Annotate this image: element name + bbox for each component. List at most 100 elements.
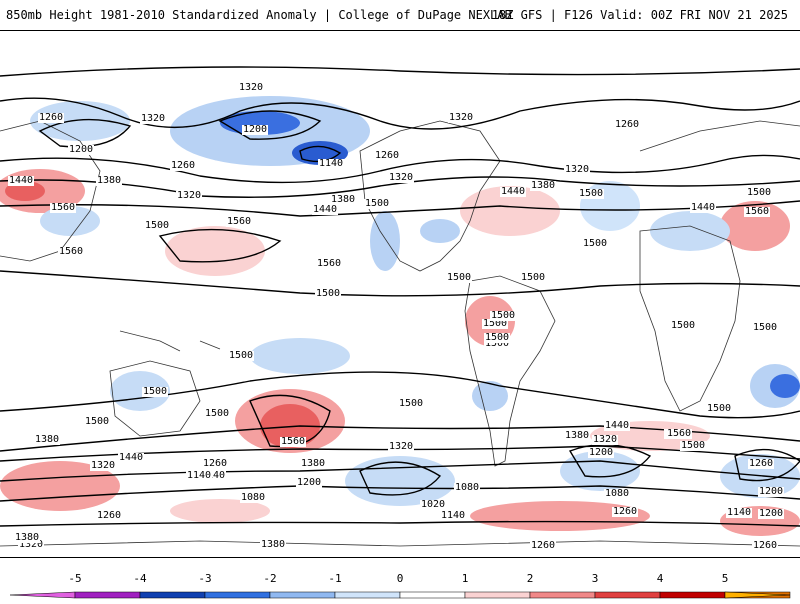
contour-label: 1320 bbox=[140, 113, 167, 124]
contour-label: 1140 bbox=[440, 510, 467, 521]
contour-label: 1440 bbox=[118, 452, 145, 463]
contour-label: 1500 bbox=[582, 238, 609, 249]
contour-label: 1560 bbox=[744, 206, 771, 217]
contour-label: 1500 bbox=[706, 403, 733, 414]
neg-anomaly-e-us bbox=[420, 219, 460, 243]
contour-label: 1500 bbox=[746, 187, 773, 198]
contour-label: 1500 bbox=[204, 408, 231, 419]
contour-label: 1500 bbox=[484, 338, 511, 349]
colorbar-cell bbox=[529, 591, 596, 599]
north-america-outline bbox=[359, 120, 501, 272]
contour-label: 1020 bbox=[420, 499, 447, 510]
contour-label: 1200 bbox=[758, 486, 785, 497]
contour-label: 1500 bbox=[315, 288, 342, 299]
anomaly-colorbar: -5 -4 -3 -2 -1 0 1 2 3 4 5 bbox=[0, 568, 800, 600]
colorbar-tick-label: 0 bbox=[396, 572, 404, 585]
contour-label: 1500 bbox=[520, 272, 547, 283]
contour-label: 1380 bbox=[330, 194, 357, 205]
south-america-outline bbox=[464, 275, 556, 467]
colorbar-cell bbox=[659, 591, 726, 599]
contour-label: 1500 bbox=[144, 220, 171, 231]
colorbar-tick-label: 2 bbox=[526, 572, 534, 585]
contour-label: 1500 bbox=[490, 310, 517, 321]
model-run-info: 18Z GFS | F126 Valid: 00Z FRI NOV 21 202… bbox=[491, 8, 788, 22]
se-asia-islands bbox=[119, 330, 221, 352]
contour-label: 1500 bbox=[142, 386, 169, 397]
colorbar-svg bbox=[9, 591, 791, 599]
contour-1440-north bbox=[0, 176, 800, 198]
colorbar-tick-label: -1 bbox=[328, 572, 342, 585]
antarctica-outline bbox=[0, 540, 800, 547]
contour-label: 1500 bbox=[482, 318, 509, 329]
contour-label: 1260 bbox=[96, 510, 123, 521]
neg-anomaly-chile bbox=[472, 381, 508, 411]
contour-1500-north bbox=[0, 200, 800, 217]
colorbar-cell bbox=[9, 591, 76, 599]
contour-label: 1260 bbox=[170, 160, 197, 171]
contour-low-1 bbox=[359, 461, 442, 496]
contour-label: 1140 bbox=[318, 158, 345, 169]
contour-label: 1440 bbox=[690, 202, 717, 213]
contour-label: 1200 bbox=[68, 144, 95, 155]
contour-label: 1200 bbox=[758, 508, 785, 519]
pos-anomaly-central-pacific bbox=[165, 226, 265, 276]
africa-outline bbox=[639, 225, 741, 412]
colorbar-tick-label: 3 bbox=[591, 572, 599, 585]
contour-label: 1560 bbox=[316, 258, 343, 269]
colorbar-cell bbox=[334, 591, 401, 599]
neg-anomaly-central-asia bbox=[40, 206, 100, 236]
contour-1140-gulf bbox=[299, 145, 342, 163]
europe-asia-outline bbox=[0, 120, 800, 262]
contour-label: 1140 bbox=[726, 507, 753, 518]
contour-label: 1560 bbox=[226, 216, 253, 227]
contour-label: 1260 bbox=[38, 112, 65, 123]
contour-label: 1440 bbox=[8, 175, 35, 186]
contour-label: 1260 bbox=[614, 119, 641, 130]
neg-anomaly-tropical-pacific bbox=[250, 338, 350, 374]
contour-1380-north bbox=[0, 154, 800, 184]
neg-anomaly-n-africa bbox=[650, 211, 730, 251]
contour-label: 1260 bbox=[748, 458, 775, 469]
contour-label: 1260 bbox=[530, 540, 557, 551]
contour-label: 1380 bbox=[260, 539, 287, 550]
pos-anomaly-n-atlantic bbox=[460, 186, 560, 236]
contour-label: 1500 bbox=[670, 320, 697, 331]
contour-label: 1560 bbox=[58, 246, 85, 257]
contour-low-2 bbox=[568, 443, 652, 478]
contour-label: 1320 bbox=[592, 434, 619, 445]
strong-neg-indian-ocean bbox=[770, 374, 800, 398]
colorbar-cell bbox=[399, 591, 466, 599]
contour-label: 1320 bbox=[176, 190, 203, 201]
contour-label: 1500 bbox=[398, 398, 425, 409]
contour-label: 1080 bbox=[454, 482, 481, 493]
contour-label: 1380 bbox=[14, 532, 41, 543]
coastlines bbox=[0, 120, 800, 547]
contour-label: 1080 bbox=[604, 488, 631, 499]
contour-label: 1140 bbox=[200, 470, 227, 481]
contour-label: 1320 bbox=[388, 441, 415, 452]
pos-anomaly-antarctic-a bbox=[470, 501, 650, 531]
neg-anomaly-maritime bbox=[110, 371, 170, 411]
contour-label: 1560 bbox=[50, 202, 77, 213]
colorbar-tick-label: -3 bbox=[198, 572, 212, 585]
contour-1200-south bbox=[0, 520, 800, 527]
contour-label: 1440 bbox=[500, 186, 527, 197]
contour-label: 1500 bbox=[446, 272, 473, 283]
pos-anomaly-europe bbox=[720, 201, 790, 251]
colorbar-cell bbox=[139, 591, 206, 599]
map-canvas bbox=[0, 66, 800, 547]
contour-label: 1200 bbox=[296, 477, 323, 488]
contour-label: 1260 bbox=[202, 458, 229, 469]
pos-anomaly-antarctic-c bbox=[170, 499, 270, 523]
contour-label: 1500 bbox=[752, 322, 779, 333]
contour-1560-subtropic bbox=[158, 228, 282, 263]
contour-label: 1080 bbox=[240, 492, 267, 503]
contour-label: 1380 bbox=[530, 180, 557, 191]
contour-1500-tropic bbox=[0, 270, 800, 297]
colorbar-tick-label: 5 bbox=[721, 572, 729, 585]
strong-neg-aleutian bbox=[220, 111, 300, 135]
map-header: 850mb Height 1981-2010 Standardized Anom… bbox=[0, 0, 800, 30]
colorbar-cell bbox=[74, 591, 141, 599]
contour-label: 1500 bbox=[578, 188, 605, 199]
contour-label: 1260 bbox=[612, 506, 639, 517]
